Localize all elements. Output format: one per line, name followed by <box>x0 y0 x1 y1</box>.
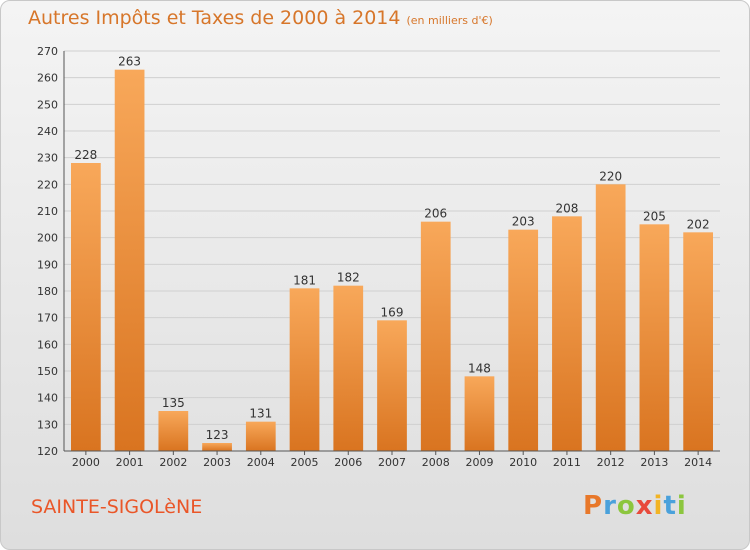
bar <box>70 163 101 451</box>
x-tick-label: 2008 <box>422 456 450 469</box>
x-tick-label: 2010 <box>509 456 537 469</box>
bar <box>595 184 626 452</box>
bar-value-label: 208 <box>555 201 578 215</box>
proxiti-logo: Proxiti <box>583 491 687 521</box>
logo-letter: o <box>616 491 636 521</box>
bar <box>245 421 276 451</box>
x-tick-label: 2014 <box>684 456 712 469</box>
x-tick-label: 2011 <box>553 456 581 469</box>
bar-value-label: 182 <box>337 271 360 285</box>
y-tick-label: 230 <box>37 152 58 165</box>
x-tick-label: 2012 <box>597 456 625 469</box>
bar-value-label: 220 <box>599 169 622 183</box>
x-tick-label: 2009 <box>465 456 493 469</box>
y-tick-label: 250 <box>37 98 58 111</box>
bar <box>464 376 495 451</box>
bar-value-label: 135 <box>162 396 185 410</box>
y-tick-label: 270 <box>37 45 58 58</box>
bar <box>333 285 364 451</box>
bar <box>158 411 189 451</box>
chart-title-text: Autres Impôts et Taxes de 2000 à 2014 <box>28 7 401 29</box>
chart-title: Autres Impôts et Taxes de 2000 à 2014 (en… <box>28 7 493 29</box>
x-tick-label: 2003 <box>203 456 231 469</box>
y-tick-label: 130 <box>37 418 58 431</box>
bar-value-label: 263 <box>118 55 141 69</box>
bar-value-label: 206 <box>424 207 447 221</box>
y-tick-label: 120 <box>37 445 58 458</box>
city-name: SAINTE-SIGOLèNE <box>31 496 203 518</box>
bar-value-label: 181 <box>293 273 316 287</box>
bar-value-label: 148 <box>468 361 491 375</box>
y-tick-label: 180 <box>37 285 58 298</box>
bar <box>289 288 320 451</box>
bar-value-label: 202 <box>687 217 710 231</box>
y-tick-label: 160 <box>37 338 58 351</box>
bar <box>202 443 232 451</box>
y-tick-label: 200 <box>37 232 58 245</box>
bar-value-label: 169 <box>381 305 404 319</box>
bar-value-label: 205 <box>643 209 666 223</box>
y-tick-label: 190 <box>37 258 58 271</box>
x-tick-label: 2013 <box>640 456 668 469</box>
y-tick-label: 150 <box>37 365 58 378</box>
bar <box>552 216 582 451</box>
bar <box>683 232 714 451</box>
bars: 228 263 135 123 131 181 182 169 206 148 203 208 220 2… <box>70 55 714 452</box>
chart-unit: (en milliers d'€) <box>406 14 493 27</box>
x-tick-label: 2000 <box>72 456 100 469</box>
bar <box>114 69 145 452</box>
x-tick-label: 2004 <box>247 456 275 469</box>
logo-letter: r <box>603 491 617 521</box>
x-tick-label: 2006 <box>334 456 362 469</box>
bar <box>639 224 670 451</box>
bar-value-label: 131 <box>249 407 272 421</box>
x-tick-label: 2001 <box>116 456 144 469</box>
logo-letter: P <box>583 491 604 521</box>
bar-value-label: 203 <box>512 215 535 229</box>
y-tick-label: 140 <box>37 392 58 405</box>
y-tick-label: 220 <box>37 178 58 191</box>
logo-letter: i <box>653 491 664 521</box>
bar <box>508 229 539 451</box>
logo-letter: t <box>663 491 677 521</box>
y-tick-label: 170 <box>37 312 58 325</box>
x-tick-label: 2002 <box>159 456 187 469</box>
bar-value-label: 228 <box>74 148 97 162</box>
y-tick-label: 240 <box>37 125 58 138</box>
logo-letter: i <box>676 491 687 521</box>
bar <box>420 221 451 451</box>
axes: 120 130 140 150 160 170 180 190 200 210 220 230 240 2… <box>37 45 720 469</box>
x-tick-label: 2007 <box>378 456 406 469</box>
y-tick-label: 210 <box>37 205 58 218</box>
x-tick-label: 2005 <box>291 456 319 469</box>
bar-value-label: 123 <box>206 428 229 442</box>
bar <box>377 320 407 451</box>
y-tick-label: 260 <box>37 72 58 85</box>
logo-letter: x <box>635 491 654 521</box>
